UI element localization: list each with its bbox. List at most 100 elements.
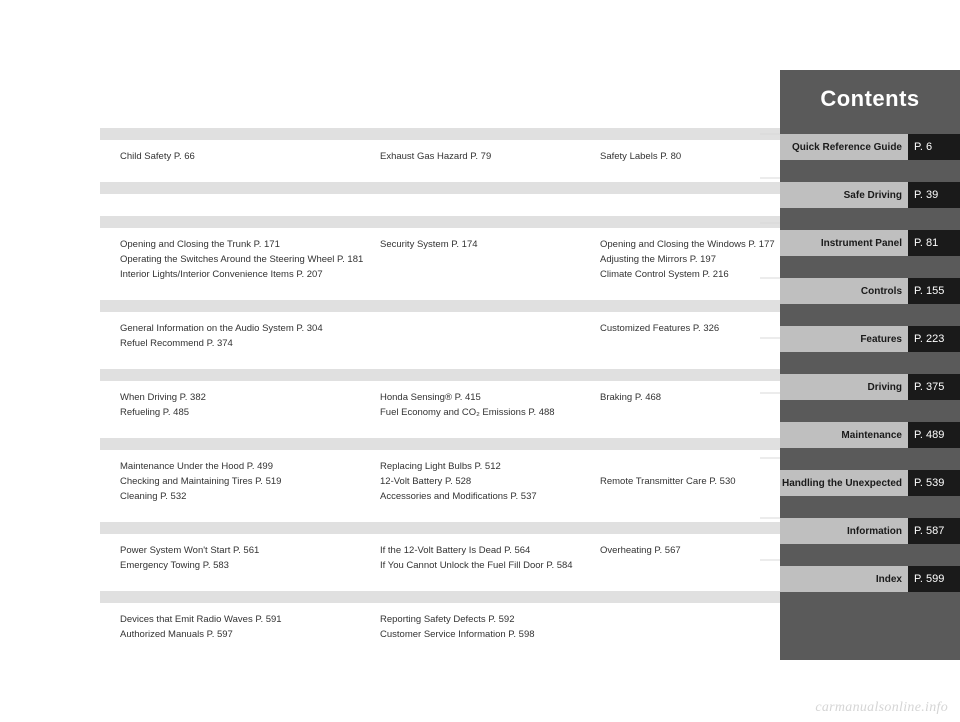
content-entry: Devices that Emit Radio Waves P. 591 [120, 612, 282, 627]
toc-label: Features [780, 326, 908, 352]
content-entry: Exhaust Gas Hazard P. 79 [380, 149, 491, 164]
content-entry: Safety Labels P. 80 [600, 149, 681, 164]
connector-lines [760, 128, 780, 568]
toc-page: P. 155 [908, 278, 960, 304]
toc-item[interactable]: DrivingP. 375 [780, 374, 960, 400]
toc-page: P. 539 [908, 470, 960, 496]
section-bar [100, 369, 780, 381]
section-bar [100, 128, 780, 140]
content-row: When Driving P. 382Honda Sensing® P. 415… [120, 390, 770, 405]
content-entry: Authorized Manuals P. 597 [120, 627, 233, 642]
content-entry: Interior Lights/Interior Convenience Ite… [120, 267, 323, 282]
content-row: Opening and Closing the Trunk P. 171 Secu… [120, 237, 770, 252]
content-entry: If You Cannot Unlock the Fuel Fill Door … [380, 558, 573, 573]
content-entry: Maintenance Under the Hood P. 499 [120, 459, 273, 474]
content-row: Checking and Maintaining Tires P. 519 12-… [120, 474, 770, 489]
content-section [110, 182, 770, 194]
toc-item[interactable]: InformationP. 587 [780, 518, 960, 544]
toc-label: Handling the Unexpected [780, 470, 908, 496]
section-bar [100, 591, 780, 603]
section-rows: Maintenance Under the Hood P. 499 Replaci… [110, 456, 770, 508]
content-row: Interior Lights/Interior Convenience Ite… [120, 267, 770, 282]
content-section: Devices that Emit Radio Waves P. 591 Repo… [110, 591, 770, 646]
toc-page: P. 39 [908, 182, 960, 208]
toc-page: P. 6 [908, 134, 960, 160]
content-entry: Remote Transmitter Care P. 530 [600, 474, 736, 489]
toc-item[interactable]: Handling the UnexpectedP. 539 [780, 470, 960, 496]
content-row: Cleaning P. 532 Accessories and Modificat… [120, 489, 770, 504]
toc-item[interactable]: Safe DrivingP. 39 [780, 182, 960, 208]
content-entry: Adjusting the Mirrors P. 197 [600, 252, 716, 267]
toc-item[interactable]: MaintenanceP. 489 [780, 422, 960, 448]
toc-label: Quick Reference Guide [780, 134, 908, 160]
toc-page: P. 587 [908, 518, 960, 544]
content-entry: Opening and Closing the Windows P. 177 [600, 237, 775, 252]
contents-title: Contents [780, 70, 960, 134]
content-row: Authorized Manuals P. 597 Customer Servic… [120, 627, 770, 642]
section-rows: Opening and Closing the Trunk P. 171 Secu… [110, 234, 770, 286]
toc-page: P. 81 [908, 230, 960, 256]
section-bar [100, 438, 780, 450]
contents-sidebar: Contents Quick Reference GuideP. 6Safe D… [780, 70, 960, 660]
content-entry: Overheating P. 567 [600, 543, 681, 558]
watermark: carmanualsonline.info [815, 700, 948, 716]
toc-label: Maintenance [780, 422, 908, 448]
content-entry: Customized Features P. 326 [600, 321, 719, 336]
content-entry: 12-Volt Battery P. 528 [380, 474, 471, 489]
section-rows: Power System Won't Start P. 561 If the 12… [110, 540, 770, 577]
content-entry: Opening and Closing the Trunk P. 171 [120, 237, 280, 252]
section-rows: When Driving P. 382Honda Sensing® P. 415… [110, 387, 770, 424]
content-entry: Operating the Switches Around the Steeri… [120, 252, 363, 267]
section-bar [100, 300, 780, 312]
content-entry: Honda Sensing® P. 415 [380, 390, 481, 405]
content-row: General Information on the Audio System … [120, 321, 770, 336]
content-entry: Checking and Maintaining Tires P. 519 [120, 474, 281, 489]
content-row: Refueling P. 485 Fuel Economy and CO₂ Emi… [120, 405, 770, 420]
toc-label: Index [780, 566, 908, 592]
content-entry: Refueling P. 485 [120, 405, 189, 420]
content-section: General Information on the Audio System … [110, 300, 770, 355]
toc-label: Driving [780, 374, 908, 400]
content-section: Opening and Closing the Trunk P. 171 Secu… [110, 216, 770, 286]
content-entry: Customer Service Information P. 598 [380, 627, 535, 642]
toc-item[interactable]: IndexP. 599 [780, 566, 960, 592]
content-entry: Replacing Light Bulbs P. 512 [380, 459, 501, 474]
section-bar [100, 522, 780, 534]
toc-item[interactable]: Quick Reference GuideP. 6 [780, 134, 960, 160]
content-area: Child Safety P. 66Exhaust Gas Hazard P. … [110, 128, 770, 660]
content-row: Refuel Recommend P. 374 [120, 336, 770, 351]
content-entry: Security System P. 174 [380, 237, 478, 252]
toc-label: Instrument Panel [780, 230, 908, 256]
section-rows: Devices that Emit Radio Waves P. 591 Repo… [110, 609, 770, 646]
toc-label: Safe Driving [780, 182, 908, 208]
content-row: Maintenance Under the Hood P. 499 Replaci… [120, 459, 770, 474]
content-row: Power System Won't Start P. 561 If the 12… [120, 543, 770, 558]
content-entry: Reporting Safety Defects P. 592 [380, 612, 515, 627]
content-entry: Cleaning P. 532 [120, 489, 186, 504]
content-row: Devices that Emit Radio Waves P. 591 Repo… [120, 612, 770, 627]
content-entry: Power System Won't Start P. 561 [120, 543, 259, 558]
section-rows: Child Safety P. 66Exhaust Gas Hazard P. … [110, 146, 770, 168]
toc-item[interactable]: FeaturesP. 223 [780, 326, 960, 352]
content-entry: If the 12-Volt Battery Is Dead P. 564 [380, 543, 530, 558]
content-entry: Accessories and Modifications P. 537 [380, 489, 537, 504]
toc-list: Quick Reference GuideP. 6Safe DrivingP. … [780, 134, 960, 592]
section-bar [100, 182, 780, 194]
content-row: Child Safety P. 66Exhaust Gas Hazard P. … [120, 149, 770, 164]
section-rows: General Information on the Audio System … [110, 318, 770, 355]
toc-item[interactable]: Instrument PanelP. 81 [780, 230, 960, 256]
content-entry: Fuel Economy and CO₂ Emissions P. 488 [380, 405, 555, 420]
toc-page: P. 375 [908, 374, 960, 400]
content-section: Child Safety P. 66Exhaust Gas Hazard P. … [110, 128, 770, 168]
content-entry: General Information on the Audio System … [120, 321, 323, 336]
toc-page: P. 599 [908, 566, 960, 592]
toc-label: Information [780, 518, 908, 544]
toc-page: P. 489 [908, 422, 960, 448]
content-entry: Climate Control System P. 216 [600, 267, 729, 282]
toc-item[interactable]: ControlsP. 155 [780, 278, 960, 304]
content-row: Emergency Towing P. 583 If You Cannot Unl… [120, 558, 770, 573]
content-row: Operating the Switches Around the Steeri… [120, 252, 770, 267]
content-section: When Driving P. 382Honda Sensing® P. 415… [110, 369, 770, 424]
content-entry: Emergency Towing P. 583 [120, 558, 229, 573]
section-bar [100, 216, 780, 228]
